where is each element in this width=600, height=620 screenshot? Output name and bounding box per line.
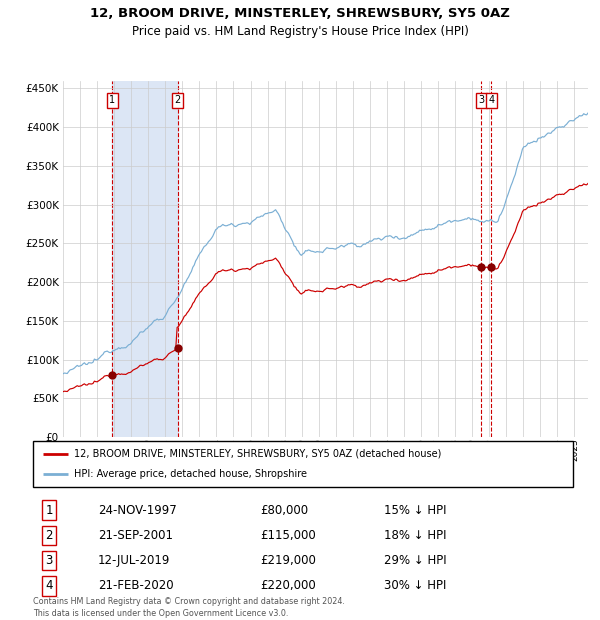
- Text: 30% ↓ HPI: 30% ↓ HPI: [384, 580, 446, 592]
- Text: £220,000: £220,000: [260, 580, 316, 592]
- Text: 24-NOV-1997: 24-NOV-1997: [98, 503, 176, 516]
- FancyBboxPatch shape: [33, 441, 573, 487]
- Bar: [112, 81, 178, 437]
- Text: HPI: Average price, detached house, Shropshire: HPI: Average price, detached house, Shro…: [74, 469, 307, 479]
- Text: 3: 3: [478, 95, 484, 105]
- Text: 4: 4: [46, 580, 53, 592]
- Text: Price paid vs. HM Land Registry's House Price Index (HPI): Price paid vs. HM Land Registry's House …: [131, 25, 469, 38]
- Text: £115,000: £115,000: [260, 529, 316, 542]
- Text: 3: 3: [46, 554, 53, 567]
- Text: 12, BROOM DRIVE, MINSTERLEY, SHREWSBURY, SY5 0AZ (detached house): 12, BROOM DRIVE, MINSTERLEY, SHREWSBURY,…: [74, 449, 441, 459]
- Text: 29% ↓ HPI: 29% ↓ HPI: [384, 554, 446, 567]
- Text: 12, BROOM DRIVE, MINSTERLEY, SHREWSBURY, SY5 0AZ: 12, BROOM DRIVE, MINSTERLEY, SHREWSBURY,…: [90, 7, 510, 20]
- Text: 4: 4: [488, 95, 494, 105]
- Text: £219,000: £219,000: [260, 554, 316, 567]
- Text: 2: 2: [46, 529, 53, 542]
- Text: 21-SEP-2001: 21-SEP-2001: [98, 529, 173, 542]
- Text: 21-FEB-2020: 21-FEB-2020: [98, 580, 173, 592]
- Text: £80,000: £80,000: [260, 503, 308, 516]
- Text: 12-JUL-2019: 12-JUL-2019: [98, 554, 170, 567]
- Text: 18% ↓ HPI: 18% ↓ HPI: [384, 529, 446, 542]
- Text: 1: 1: [109, 95, 115, 105]
- Text: Contains HM Land Registry data © Crown copyright and database right 2024.
This d: Contains HM Land Registry data © Crown c…: [33, 596, 345, 618]
- Text: 1: 1: [46, 503, 53, 516]
- Text: 15% ↓ HPI: 15% ↓ HPI: [384, 503, 446, 516]
- Text: 2: 2: [175, 95, 181, 105]
